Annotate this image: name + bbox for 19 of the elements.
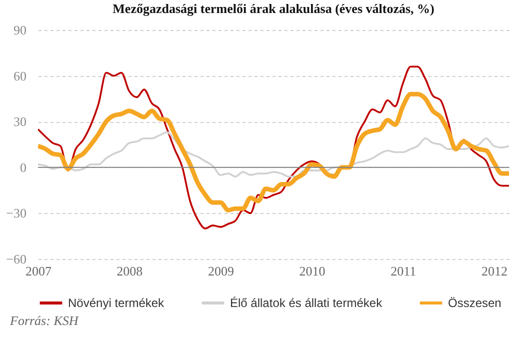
x-tick-label: 2008	[116, 264, 143, 278]
y-tick-label: −30	[6, 206, 26, 221]
x-tick-label: 2012	[482, 264, 508, 278]
legend-label: Növényi termékek	[68, 296, 166, 310]
line-series	[38, 131, 509, 178]
y-tick-label: 90	[14, 22, 26, 38]
legend-label: Összesen	[448, 296, 502, 310]
x-tick-label: 2009	[208, 264, 234, 278]
legend-label: Élő állatok és állati termékek	[230, 296, 384, 310]
x-tick-label: 2011	[390, 264, 416, 278]
line-series	[38, 92, 509, 212]
x-tick-label: 2010	[299, 264, 326, 278]
y-tick-label: 30	[14, 114, 26, 130]
chart-title: Mezőgazdasági termelői árak alakulása (éves változás, %)	[112, 1, 434, 16]
y-tick-label: 60	[14, 68, 26, 84]
text: Forrás: KSH	[10, 313, 78, 329]
y-tick-label: −60	[6, 252, 26, 266]
x-tick-label: 2007	[26, 264, 52, 278]
y-tick-label: 0	[20, 160, 26, 175]
